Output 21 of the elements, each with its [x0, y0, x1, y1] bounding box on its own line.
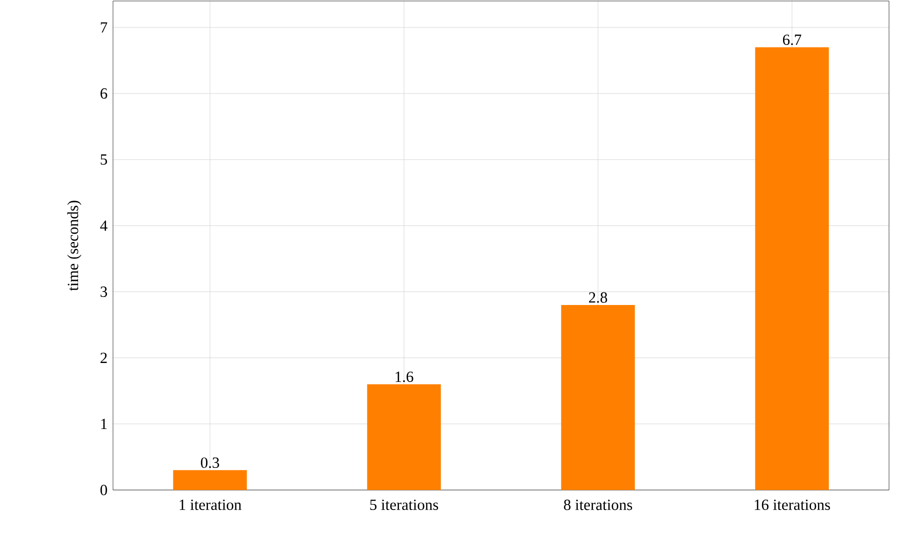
bar	[755, 47, 829, 490]
y-axis-title: time (seconds)	[67, 200, 82, 291]
y-tick-label: 0	[100, 484, 108, 496]
bar	[367, 384, 441, 490]
data-label: 6.7	[782, 34, 802, 46]
y-tick-label: 3	[100, 286, 108, 297]
data-label: 2.8	[589, 292, 608, 303]
y-tick-label: 6	[100, 88, 108, 99]
x-tick-label: 8 iterations	[564, 500, 632, 510]
y-tick-label: 2	[100, 352, 107, 363]
data-label: 1.6	[396, 372, 414, 382]
y-tick-label: 5	[100, 154, 108, 165]
x-tick-label: 5 iterations	[370, 500, 438, 510]
bar	[561, 304, 635, 490]
bar	[173, 470, 247, 490]
x-tick-label: 1 iteration	[180, 500, 242, 510]
data-label: 0.3	[200, 457, 220, 468]
x-tick-label: 16 iterations	[754, 500, 830, 510]
y-tick-label: 7	[100, 22, 108, 33]
y-tick-label: 4	[100, 220, 108, 231]
y-tick-label: 1	[101, 418, 107, 430]
